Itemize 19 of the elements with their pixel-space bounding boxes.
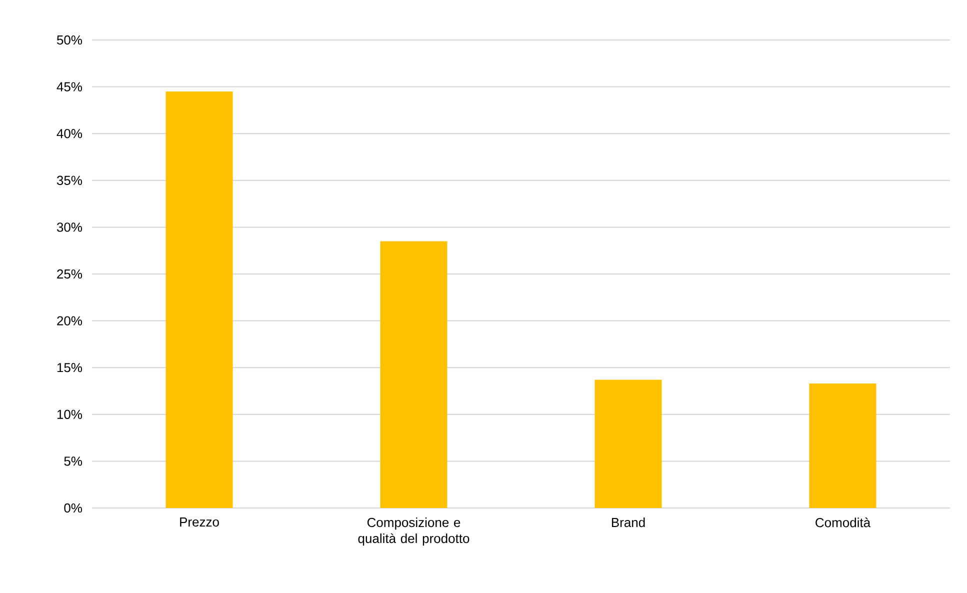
y-tick-label: 15% — [57, 363, 82, 372]
x-tick-label: Prezzo — [180, 518, 219, 527]
y-tick-label: 10% — [57, 410, 82, 419]
bar — [380, 241, 448, 508]
y-tick-label: 30% — [56, 222, 82, 232]
y-tick-label: 50% — [56, 35, 82, 45]
y-tick-label: 25% — [57, 269, 82, 279]
bar — [594, 380, 662, 508]
y-tick-label: 35% — [56, 176, 82, 185]
x-tick-label: Composizione e qualità del prodotto — [358, 518, 470, 546]
y-tick-label: 45% — [56, 82, 82, 92]
x-tick-label: Brand — [612, 518, 645, 528]
y-tick-label: 40% — [56, 128, 82, 138]
y-tick-label: 20% — [57, 316, 82, 326]
bar — [166, 91, 233, 508]
y-tick-label: 0% — [64, 503, 82, 513]
x-tick-label: Comodità — [816, 518, 871, 528]
bar — [809, 384, 876, 508]
y-tick-label: 5% — [64, 456, 82, 466]
